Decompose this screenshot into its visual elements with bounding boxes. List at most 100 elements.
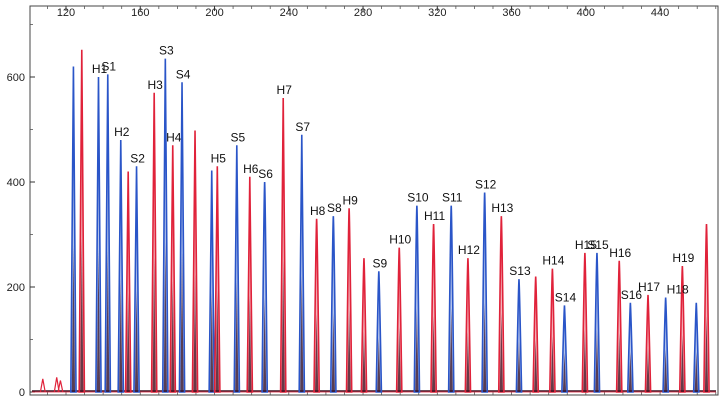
peak [481,192,489,393]
peak [413,205,421,393]
peak-core [694,351,698,392]
peak [169,145,177,393]
peak [678,265,686,393]
peak-core [583,329,587,392]
peak [662,297,670,393]
peak [561,305,568,393]
x-tick-label: 120 [57,7,75,19]
peak-label: H5 [211,151,227,165]
peak-label: H7 [277,83,293,97]
peak-core [163,241,167,392]
peak-label: H4 [166,130,182,144]
peak-core [315,314,319,392]
peak-core [347,309,351,392]
peak [124,171,132,393]
peak-label: H3 [148,78,164,92]
peak-label: S15 [587,238,609,252]
peak-core [377,337,381,392]
peak [233,145,241,393]
y-tick-label: 400 [7,177,25,189]
peak-label: S6 [258,167,273,181]
peak-core [71,245,76,392]
peak-label: H6 [243,162,259,176]
peak [279,97,287,393]
x-tick-label: 200 [205,7,223,19]
peak-label: S3 [159,44,174,58]
peak-label: H16 [609,246,631,260]
peak [464,258,472,393]
peak-core [106,249,110,392]
peak [104,74,112,393]
peak-core [263,297,267,392]
peak [191,130,199,393]
minor-peak [53,377,60,393]
peak-core [80,237,84,392]
peak [497,216,505,393]
peak-label: H18 [667,283,689,297]
peak-label: S13 [509,264,531,278]
peak [532,276,540,393]
peak-label: S1 [101,59,116,73]
peak [298,134,306,393]
peak-core [466,331,470,392]
peak [208,170,216,393]
peak-core [704,316,709,392]
peak [161,58,169,393]
peak-core [126,292,130,392]
peak [213,166,221,393]
peak-core [680,335,684,392]
minor-peak [57,380,64,393]
peak-core [617,332,621,392]
peak-label: H2 [114,125,130,139]
peak-label: S11 [442,191,463,205]
x-tick-label: 240 [280,7,298,19]
peak [447,205,455,393]
peak-core [281,259,285,392]
peak-core [397,327,401,392]
plot-frame [29,5,719,396]
peak-core [646,348,650,392]
peak-label: H17 [638,280,660,294]
peak-label: S8 [327,201,342,215]
peak [626,302,634,393]
peak-label: H13 [491,201,513,215]
peak [430,223,437,393]
x-tick-label: 360 [502,7,520,19]
peak-label: S5 [230,130,245,144]
peak-core [562,353,567,392]
peak-core [431,316,436,392]
peak-label: H12 [458,243,480,257]
x-tick-label: 320 [428,7,446,19]
peak-core [362,331,366,392]
peak [581,252,589,393]
peak-label: S14 [555,290,577,304]
peak-label: H10 [389,233,411,247]
x-axis: 120 160 200 240 280 320 360 400 440 [47,6,717,395]
peak [593,252,601,393]
peak-core [152,257,156,392]
peak-core [180,252,184,392]
peak-label: S12 [475,178,497,192]
peak-core [499,312,503,392]
peak [548,268,556,393]
peak [261,181,269,393]
y-axis: 0 200 400 600 [7,24,35,399]
peak-core [628,351,632,392]
peak-label: H14 [542,254,564,268]
peak [78,49,86,393]
peak-label: S7 [295,120,310,134]
y-tick-label: 600 [7,72,25,84]
peak [133,166,140,393]
peak-core [215,290,219,392]
peak-core [171,280,175,392]
peak [375,271,383,393]
peak [360,258,368,393]
y-tick-label: 0 [19,387,25,399]
peak-core [134,290,139,392]
y-tick-label: 200 [7,282,25,294]
peak [615,260,623,393]
peak-label: H8 [310,204,326,218]
peak-core [449,308,453,392]
